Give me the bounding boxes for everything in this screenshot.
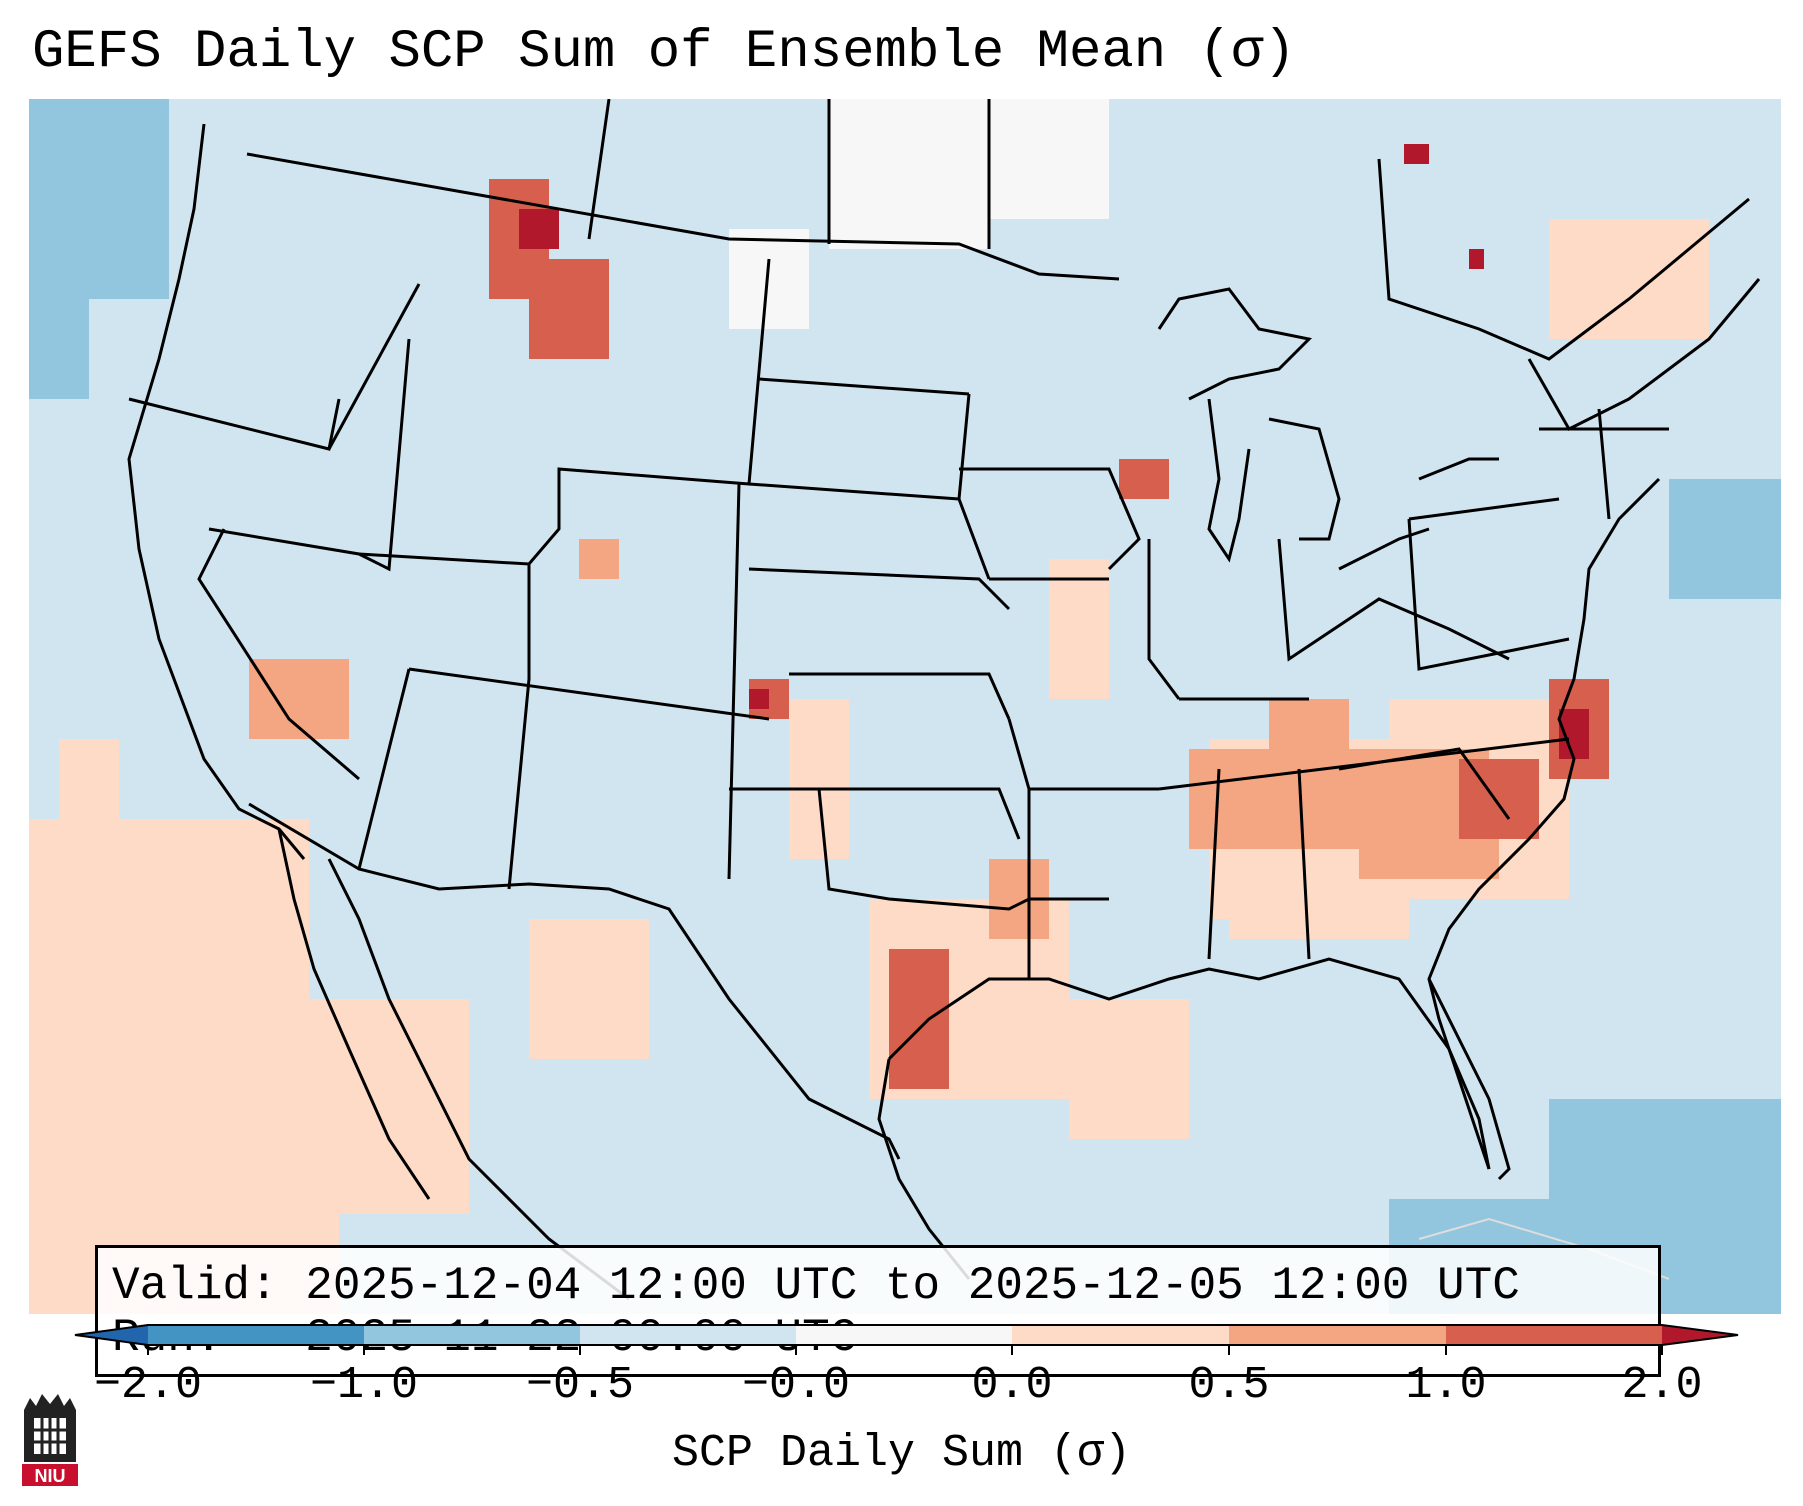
hudson-coast — [1377, 158, 1750, 361]
kansas-north — [789, 672, 1011, 720]
iowa-north — [959, 467, 1141, 571]
colorbar-tick-label: 0.5 — [1188, 1360, 1270, 1411]
lake-erie — [1338, 527, 1430, 571]
valid-time-text: Valid: 2025-12-04 12:00 UTC to 2025-12-0… — [112, 1260, 1520, 1312]
anomaly-cell-negative — [1669, 479, 1781, 599]
anomaly-cell-extreme — [1469, 249, 1484, 269]
chart-title: GEFS Daily SCP Sum of Ensemble Mean (σ) — [32, 22, 1296, 83]
utah-colorado — [507, 564, 531, 890]
anomaly-cell-strong — [1459, 759, 1539, 839]
anomaly-cell-positive — [1069, 999, 1189, 1139]
anomaly-cell-positive — [579, 539, 619, 579]
anomaly-cell-positive — [1269, 699, 1349, 759]
illinois-indiana — [1147, 539, 1181, 700]
lake-huron — [1268, 417, 1341, 541]
anomaly-cell-neutral — [989, 99, 1109, 219]
anomaly-cell-neutral — [729, 229, 809, 329]
colorbar-extend-high — [1662, 1325, 1738, 1345]
logo-text: NIU — [35, 1466, 66, 1486]
alabama-georgia — [1297, 768, 1311, 960]
anomaly-cell-positive — [1549, 219, 1709, 339]
florida-peninsula — [1427, 978, 1511, 1181]
baja-coastline — [277, 828, 431, 1200]
colorbar-tick-label: −1.0 — [309, 1360, 419, 1411]
map-panel: Valid: 2025-12-04 12:00 UTC to 2025-12-0… — [29, 99, 1781, 1377]
colorbar-tick-label: 0.0 — [971, 1360, 1053, 1411]
nevada-utah — [208, 338, 411, 572]
vermont-nh — [1597, 408, 1611, 520]
colorbar-tick-label: −0.0 — [741, 1360, 851, 1411]
mexico-west-coast — [327, 858, 630, 1301]
lake-ontario — [1418, 457, 1499, 481]
idaho-west — [327, 283, 421, 450]
sc-georgia — [1338, 747, 1511, 820]
canada-border — [246, 152, 1120, 281]
colorbar-tick-label: 2.0 — [1621, 1360, 1703, 1411]
penn-ny — [1408, 497, 1560, 521]
anomaly-cell-positive — [789, 699, 849, 859]
nebraska-south — [748, 567, 1011, 611]
anomaly-cell-positive — [309, 999, 469, 1214]
alberta-bc — [587, 99, 611, 240]
state-borders — [127, 99, 1761, 1301]
anomaly-cell-extreme — [1404, 144, 1429, 164]
west-coastline — [127, 123, 306, 860]
mexico-border — [248, 802, 901, 1160]
sd-nebraska — [748, 482, 960, 501]
run-time-text: Run: 2025-11-22 00:00 UTC — [112, 1312, 858, 1364]
anomaly-cell-positive — [529, 919, 649, 1059]
map-canvas — [29, 99, 1781, 1314]
colorado-kansas — [727, 483, 741, 880]
anomaly-cell-strong — [529, 259, 609, 359]
anomaly-cell-strong — [1119, 459, 1169, 499]
east-coastline — [1427, 477, 1661, 1170]
niu-logo: NIU — [22, 1394, 78, 1486]
colorbar-tick-label: −2.0 — [93, 1360, 203, 1411]
anomaly-cell-negative — [29, 299, 89, 399]
anomaly-cell-positive — [1049, 559, 1109, 699]
anomaly-cell-extreme — [519, 209, 559, 249]
ohio-wv — [1277, 538, 1510, 662]
minnesota-west — [957, 393, 991, 580]
anomaly-cell-neutral — [829, 99, 989, 249]
anomaly-cell-extreme — [749, 689, 769, 709]
nd-sd — [758, 377, 970, 396]
validity-info-box: Valid: 2025-12-04 12:00 UTC to 2025-12-0… — [95, 1245, 1661, 1377]
lake-superior — [1157, 287, 1313, 401]
penn-south — [1407, 518, 1570, 671]
maritime-coast — [1527, 278, 1761, 431]
anomaly-cell-positive — [59, 739, 119, 819]
arizona-west — [357, 668, 411, 870]
colorado-north — [408, 667, 770, 721]
anomaly-cell-positive — [29, 819, 309, 1119]
colorbar-tick-label: 1.0 — [1405, 1360, 1487, 1411]
colorbar-tick-label: −0.5 — [525, 1360, 635, 1411]
nevada-california — [197, 528, 360, 781]
alabama-mississippi — [1207, 768, 1221, 960]
colorbar-label: SCP Daily Sum (σ) — [671, 1428, 1132, 1479]
anomaly-cell-negative — [29, 99, 169, 299]
anomaly-cell-strong — [889, 949, 949, 1089]
lake-michigan — [1207, 398, 1251, 563]
wyoming-montana — [358, 258, 771, 566]
